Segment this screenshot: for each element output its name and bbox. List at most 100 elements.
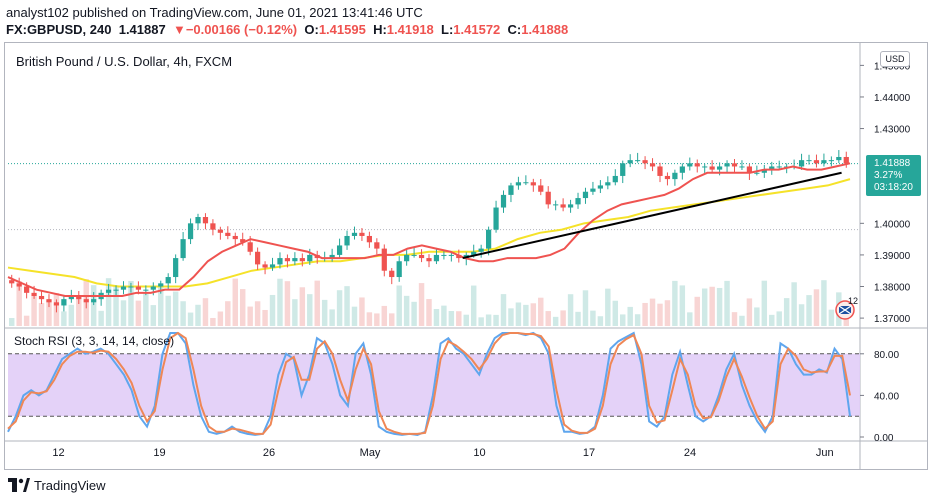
candle-body	[567, 204, 574, 208]
low-value: 1.41572	[453, 22, 501, 37]
candle-body	[255, 251, 261, 265]
volume-bar	[515, 302, 522, 326]
volume-bar	[143, 292, 149, 326]
volume-bar	[105, 278, 112, 326]
candle-body	[158, 283, 164, 287]
volume-bar	[366, 312, 373, 326]
candle-body	[336, 245, 343, 255]
time-tick-label: 26	[263, 447, 275, 459]
volume-bar	[582, 290, 589, 326]
volume-bar	[46, 299, 52, 326]
candle-body	[344, 235, 350, 246]
price-tick-label: 1.40000	[874, 219, 911, 230]
candle-body	[165, 277, 171, 284]
candle-body	[217, 229, 223, 233]
candle-body	[24, 286, 30, 293]
candle-body	[545, 191, 551, 205]
volume-bar	[232, 278, 238, 326]
candle-body	[843, 156, 849, 164]
candle-body	[150, 286, 156, 290]
volume-bar	[485, 314, 492, 326]
volume-bar	[552, 316, 559, 326]
volume-bar	[672, 280, 678, 326]
volume-bar	[239, 289, 246, 326]
candle-body	[38, 295, 45, 300]
candle-body	[292, 258, 298, 262]
candle-body	[679, 166, 685, 173]
volume-bar	[746, 298, 753, 326]
volume-bar	[292, 299, 298, 326]
volume-bar	[314, 280, 320, 326]
volume-bar	[389, 313, 395, 326]
volume-bar	[530, 303, 537, 326]
volume-bar	[269, 294, 276, 326]
candle-body	[441, 254, 447, 256]
volume-bar	[478, 317, 484, 326]
candle-body	[761, 169, 767, 173]
candle-body	[731, 163, 738, 167]
volume-bar	[277, 278, 283, 326]
chart-header: analyst102 published on TradingView.com,…	[0, 0, 934, 42]
candle-body	[240, 239, 246, 243]
volume-bar	[828, 309, 835, 326]
candle-body	[91, 299, 97, 303]
volume-bar	[76, 296, 82, 326]
candle-body	[396, 261, 402, 278]
candle-body	[582, 191, 589, 199]
candle-body	[187, 223, 194, 240]
flag-icon[interactable]	[833, 296, 863, 322]
candle-body	[46, 299, 52, 303]
volume-bar	[597, 316, 604, 326]
candle-body	[404, 254, 410, 262]
volume-bar	[113, 285, 119, 326]
candle-body	[173, 258, 179, 278]
volume-bar	[612, 300, 619, 326]
candle-body	[31, 292, 37, 296]
candle-body	[433, 254, 440, 262]
candle-body	[76, 295, 82, 300]
candle-body	[225, 232, 231, 236]
candle-body	[180, 239, 186, 259]
volume-bar	[128, 280, 134, 326]
volume-bar	[247, 306, 253, 326]
candle-body	[53, 302, 60, 306]
candle-body	[83, 299, 89, 303]
volume-bar	[433, 309, 440, 326]
candle-body	[381, 248, 387, 271]
volume-bar	[262, 309, 268, 326]
candle-body	[716, 166, 723, 170]
trendline	[462, 171, 842, 260]
candle-body	[821, 160, 827, 164]
time-tick-label: 10	[473, 447, 485, 459]
volume-bar	[418, 283, 425, 326]
price-tick-label: 1.43000	[874, 125, 911, 136]
candle-body	[471, 251, 477, 255]
time-tick-label: May	[360, 447, 381, 459]
candle-body	[776, 166, 782, 168]
badge-price: 1.41888	[874, 158, 911, 169]
candle-body	[739, 166, 745, 168]
candle-body	[351, 232, 358, 236]
candle-body	[515, 182, 522, 186]
candle-body	[530, 182, 536, 186]
candle-body	[135, 286, 142, 290]
currency-button[interactable]: USD	[880, 51, 910, 67]
time-tick-label: Jun	[816, 447, 834, 459]
volume-bar	[806, 295, 812, 326]
volume-bar	[694, 296, 700, 326]
volume-bar	[150, 305, 157, 326]
candle-body	[411, 254, 417, 256]
low-label: L:	[441, 22, 454, 37]
symbol-label: FX:GBPUSD, 240	[6, 22, 112, 37]
candle-body	[612, 175, 618, 183]
volume-bar	[791, 282, 797, 326]
candle-body	[284, 258, 291, 262]
volume-bar	[560, 310, 566, 326]
candle-body	[538, 185, 544, 192]
candle-body	[389, 270, 395, 278]
candle-body	[486, 229, 492, 249]
volume-bar	[500, 294, 507, 326]
volume-bar	[254, 301, 261, 326]
volume-bar	[307, 294, 313, 326]
